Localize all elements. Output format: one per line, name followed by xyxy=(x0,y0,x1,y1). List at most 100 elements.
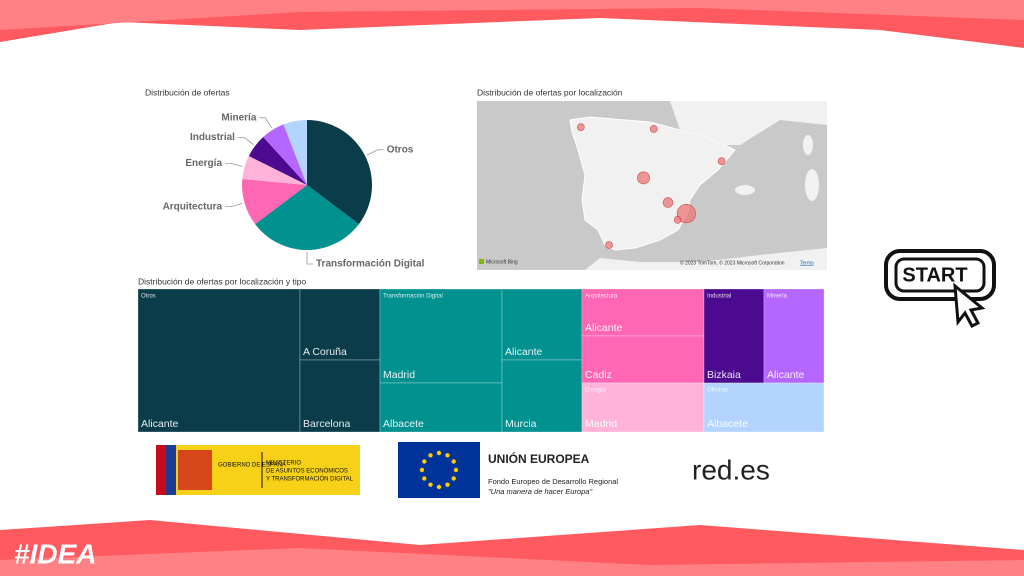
treemap-group-label: Industrial xyxy=(707,294,731,300)
treemap-group-label: Minería xyxy=(767,294,788,300)
leader-line xyxy=(259,117,273,129)
map-bubble xyxy=(662,197,674,208)
map-terms[interactable]: Terms xyxy=(800,260,814,266)
start-inner[interactable] xyxy=(894,257,986,293)
eu-star xyxy=(453,467,459,473)
eu-star xyxy=(451,459,456,464)
treemap-cell xyxy=(763,288,825,384)
pie-label: Industrial xyxy=(190,132,235,143)
pie-label: Minería xyxy=(221,112,256,123)
map-bubble xyxy=(577,123,585,131)
chart-title: Distribución de ofertas por localización xyxy=(477,87,623,97)
leader-line xyxy=(225,162,243,168)
gobierno-text: GOBIERNO DE ESPAÑA xyxy=(218,462,286,469)
chart-title: Distribución de ofertas por localización… xyxy=(138,276,306,286)
treemap-label: Albacete xyxy=(383,418,424,430)
eu-star xyxy=(422,476,427,481)
treemap-cell xyxy=(379,288,503,384)
eu-star xyxy=(436,450,442,456)
eu-star xyxy=(436,484,442,490)
treemap-cell xyxy=(299,359,381,433)
map-attribution: © 2023 TomTom, © 2023 Microsoft Corporat… xyxy=(680,259,785,266)
leader-line xyxy=(366,149,384,156)
treemap-group-label: Otros xyxy=(141,294,156,300)
map-bubble xyxy=(605,241,613,249)
leader-line xyxy=(237,136,254,145)
treemap-cell xyxy=(581,382,705,433)
leader-line xyxy=(306,252,313,265)
eu-star xyxy=(451,476,456,481)
corsica xyxy=(803,135,813,155)
pie-slice xyxy=(307,120,372,225)
treemap-label: Bizkaia xyxy=(707,369,741,381)
gobierno-logo: GOBIERNO DE ESPAÑA MINISTERIO DE ASUNTOS… xyxy=(156,445,360,495)
treemap-label: A Coruña xyxy=(303,346,347,358)
map-bubble xyxy=(676,204,696,224)
flag-red xyxy=(156,445,166,495)
ministerio-text: MINISTERIO xyxy=(266,461,301,467)
chart-title: Distribución de ofertas xyxy=(145,87,230,97)
baleares xyxy=(735,185,755,195)
eu-star xyxy=(445,453,450,458)
treemap-cell xyxy=(581,288,705,337)
treemap-label: Barcelona xyxy=(303,418,350,430)
map-bubble xyxy=(637,171,650,185)
ministerio-text: Y TRANSFORMACIÓN DIGITAL xyxy=(266,476,354,483)
pie-slice xyxy=(263,124,307,185)
eu-star xyxy=(428,453,433,458)
treemap-label: Alicante xyxy=(585,322,623,334)
ue-logo: UNIÓN EUROPEA Fondo Europeo de Desarroll… xyxy=(398,442,618,498)
bing-icon xyxy=(479,259,484,264)
treemap-group-label: Transformación Digital xyxy=(383,294,443,300)
treemap-cell xyxy=(501,288,583,361)
treemap-label: Albacete xyxy=(707,418,748,430)
treemap-label: Cadiz xyxy=(585,369,612,381)
pie-slice xyxy=(283,120,307,185)
africa xyxy=(585,248,827,270)
treemap-group-label: Oficinas xyxy=(707,388,729,394)
treemap-cell xyxy=(501,359,583,433)
leader-line xyxy=(225,202,243,208)
cursor-icon xyxy=(953,282,986,328)
lema-text: "Una manera de hacer Europa" xyxy=(488,487,592,496)
treemap-group-label: Arquitectura xyxy=(585,294,618,300)
pie-label: Energía xyxy=(185,158,222,169)
pie-slice xyxy=(255,185,359,251)
eu-star xyxy=(428,482,433,487)
pie-slice xyxy=(242,179,307,225)
treemap-label: Alicante xyxy=(767,369,805,381)
treemap-cell xyxy=(137,288,301,433)
treemap-label: Madrid xyxy=(383,369,415,381)
pie-label: Arquitectura xyxy=(163,201,223,212)
france xyxy=(670,101,827,145)
map-bubble xyxy=(673,216,682,224)
fondo-text: Fondo Europeo de Desarrollo Regional xyxy=(488,477,618,486)
treemap-label: Madrid xyxy=(585,418,617,430)
pie-slice xyxy=(248,136,307,185)
bottom-banner-light xyxy=(0,548,1024,576)
pie-label: Transformación Digital xyxy=(316,259,425,270)
eu-star xyxy=(419,467,425,473)
eu-star xyxy=(422,459,427,464)
pie-slice xyxy=(242,156,307,185)
sardinia xyxy=(805,169,819,201)
map-logo: Microsoft Bing xyxy=(486,259,518,265)
eu-star xyxy=(445,482,450,487)
top-banner-light xyxy=(0,0,1024,30)
treemap-cell xyxy=(703,382,825,433)
treemap-cell xyxy=(379,382,503,433)
treemap-group-label: Energía xyxy=(585,388,607,394)
eu-flag xyxy=(398,442,480,498)
treemap-label: Murcia xyxy=(505,418,537,430)
treemap-label: Alicante xyxy=(505,346,543,358)
start-button[interactable]: START xyxy=(884,249,996,328)
map-bubble xyxy=(649,125,658,133)
map-bubble xyxy=(717,157,726,165)
start-label[interactable]: START xyxy=(902,264,967,286)
treemap-cell xyxy=(581,335,705,384)
ue-text: UNIÓN EUROPEA xyxy=(488,451,590,466)
idea-logo: #IDEA xyxy=(14,538,96,569)
treemap-label: Alicante xyxy=(141,418,179,430)
